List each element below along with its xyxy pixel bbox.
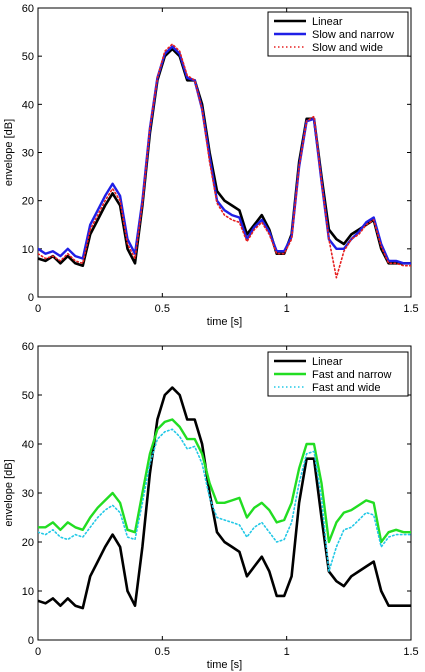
y-axis-label: envelope [dB] xyxy=(3,459,15,526)
series-line-slow-and-wide xyxy=(38,43,411,279)
chart-panel-1: 0 10 20 30 40 50 60 0 0.5 1 1.5 time [s] envelope [d… xyxy=(3,3,419,328)
x-tick-label: 0 xyxy=(35,303,41,315)
y-tick-label: 40 xyxy=(22,99,34,111)
y-tick-label: 50 xyxy=(22,390,34,402)
x-axis-label: time [s] xyxy=(207,659,242,671)
y-tick-label: 60 xyxy=(22,3,34,15)
legend-label: Slow and narrow xyxy=(312,29,394,41)
y-tick-label: 20 xyxy=(22,196,34,208)
x-axis-label: time [s] xyxy=(207,316,242,328)
legend-label: Linear xyxy=(312,356,343,368)
y-tick-label: 20 xyxy=(22,537,34,549)
x-tick-label: 0.5 xyxy=(155,646,170,658)
y-tick-label: 30 xyxy=(22,488,34,500)
y-tick-label: 60 xyxy=(22,341,34,353)
y-tick-label: 10 xyxy=(22,586,34,598)
x-tick-label: 1 xyxy=(284,303,290,315)
series-line-linear xyxy=(38,47,411,268)
series-line-fast-and-narrow xyxy=(38,418,411,544)
y-tick-label: 50 xyxy=(22,51,34,63)
y-tick-label: 0 xyxy=(28,292,34,304)
legend-label: Fast and wide xyxy=(312,382,380,394)
y-tick-label: 40 xyxy=(22,439,34,451)
x-tick-label: 1 xyxy=(284,646,290,658)
y-axis-label: envelope [dB] xyxy=(3,119,15,186)
legend-label: Slow and wide xyxy=(312,42,383,54)
y-tick-label: 0 xyxy=(28,635,34,647)
x-tick-label: 1.5 xyxy=(403,646,418,658)
chart-panel-2: 0 10 20 30 40 50 60 0 0.5 1 1.5 time [s] envelope [d… xyxy=(3,341,419,671)
y-tick-label: 30 xyxy=(22,148,34,160)
series-line-slow-and-narrow xyxy=(38,45,411,265)
x-tick-label: 0.5 xyxy=(155,303,170,315)
legend-label: Linear xyxy=(312,16,343,28)
x-tick-label: 0 xyxy=(35,646,41,658)
y-tick-label: 10 xyxy=(22,244,34,256)
x-tick-label: 1.5 xyxy=(403,303,418,315)
series-line-fast-and-wide xyxy=(38,428,411,573)
legend-label: Fast and narrow xyxy=(312,369,392,381)
series-line-linear xyxy=(38,386,411,610)
